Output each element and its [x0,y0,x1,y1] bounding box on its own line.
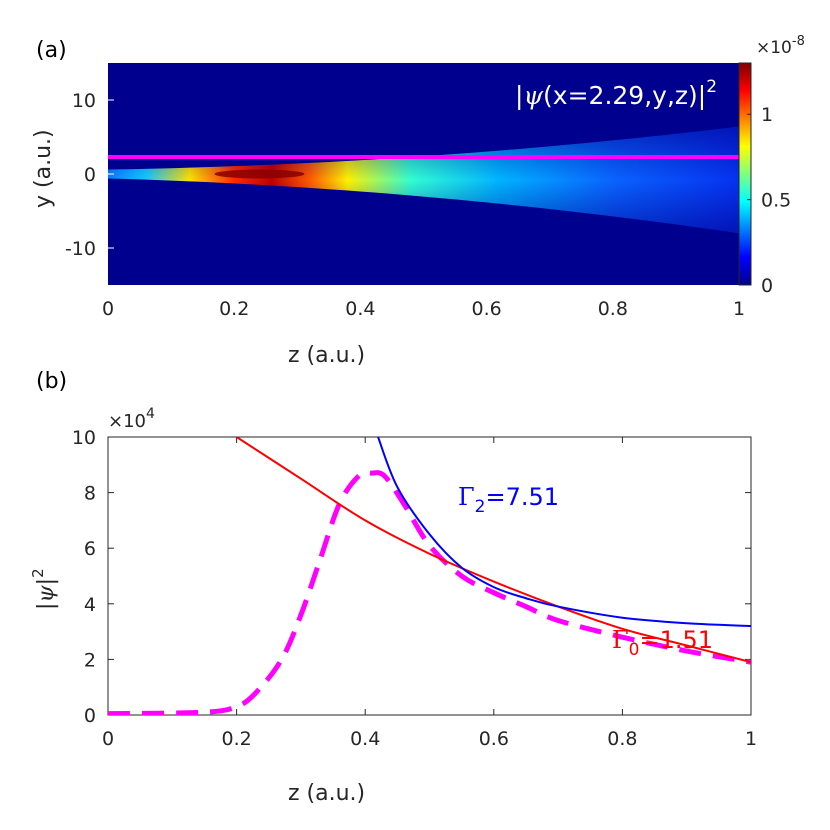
heatmap-xtick-label: 0.4 [345,298,375,320]
colorbar-tick-label: 0 [761,275,773,297]
line-y-exponent-power: 4 [146,406,155,422]
heatmap-ytick-label: 10 [72,90,96,112]
series-line-0 [108,470,751,715]
colorbar-gradient [739,63,751,285]
line-ylabel: |ψ|2 [29,568,59,610]
ylabel-bar-right: | [34,578,59,585]
beam-peak [214,169,305,179]
line-ytick-label: 6 [84,538,96,560]
gamma-value: =1.51 [639,626,713,654]
heatmap-area [108,63,739,285]
heatmap-xtick-label: 0 [102,298,114,320]
series-line-1 [236,437,751,664]
line-xlabel: z (a.u.) [288,781,365,806]
ylabel-bar-left: | [34,603,59,610]
gamma-subscript: 0 [629,640,640,660]
heatmap-xtick-label: 0.8 [598,298,628,320]
colorbar-frame [738,62,752,286]
heatmap-ylabel: y (a.u.) [31,129,56,208]
annotation-bar-left: | [515,81,523,110]
gamma-symbol: Γ [458,483,475,511]
line-plot-frame [107,436,752,716]
annotation-power: 2 [706,77,717,97]
heatmap-axes: 0 0.2 0.4 0.6 0.8 1 10 0 -10 z (a.u.) y (a.u.) [31,90,745,368]
line-y-exponent: ×104 [108,406,155,432]
gamma-annotation-0: Γ2=7.51 [458,483,559,517]
colorbar-exponent-power: -8 [792,34,805,49]
heatmap-annotation: |ψ(x=2.29,y,z)|2 [515,77,717,110]
line-ytick-label: 2 [84,649,96,671]
heatmap-xtick-label: 0.2 [219,298,249,320]
gamma-symbol: Γ [612,626,629,654]
line-xtick-label: 0.4 [350,728,380,750]
colorbar: 0 0.5 1 ×10-8 [738,34,805,297]
line-xtick-label: 0.6 [479,728,509,750]
heatmap-ytick-label: -10 [65,238,96,260]
annotation-psi: ψ [523,81,543,110]
ylabel-psi: ψ [34,585,59,603]
colorbar-tick-label: 1 [761,104,773,126]
line-xtick-label: 0.2 [221,728,251,750]
panel-a-label: (a) [36,38,67,63]
heatmap-xtick-label: 0.6 [471,298,501,320]
panel-b-label: (b) [36,369,67,394]
line-ytick-label: 0 [84,705,96,727]
heatmap-ytick-label: 0 [84,164,96,186]
annotation-args: (x=2.29,y,z)| [543,81,706,110]
ylabel-power: 2 [29,568,47,578]
colorbar-exponent-base: ×10 [756,38,792,58]
line-xtick-label: 0 [102,728,114,750]
gamma-value: =7.51 [485,483,559,511]
line-y-exponent-base: ×10 [108,411,146,432]
line-ytick-label: 10 [72,427,96,449]
line-xtick-label: 1 [745,728,757,750]
line-xtick-label: 0.8 [607,728,637,750]
colorbar-exponent: ×10-8 [756,34,805,58]
heatmap-xtick-label: 1 [733,298,745,320]
heatmap-xlabel: z (a.u.) [288,343,365,368]
colorbar-tick-label: 0.5 [761,190,791,212]
gamma-subscript: 2 [475,497,486,517]
series-line-2 [377,437,751,628]
line-ytick-label: 4 [84,594,96,616]
line-ytick-label: 8 [84,483,96,505]
gamma-annotation-1: Γ0=1.51 [612,626,713,660]
line-series [108,437,751,715]
beam-edge-fade [108,126,739,234]
